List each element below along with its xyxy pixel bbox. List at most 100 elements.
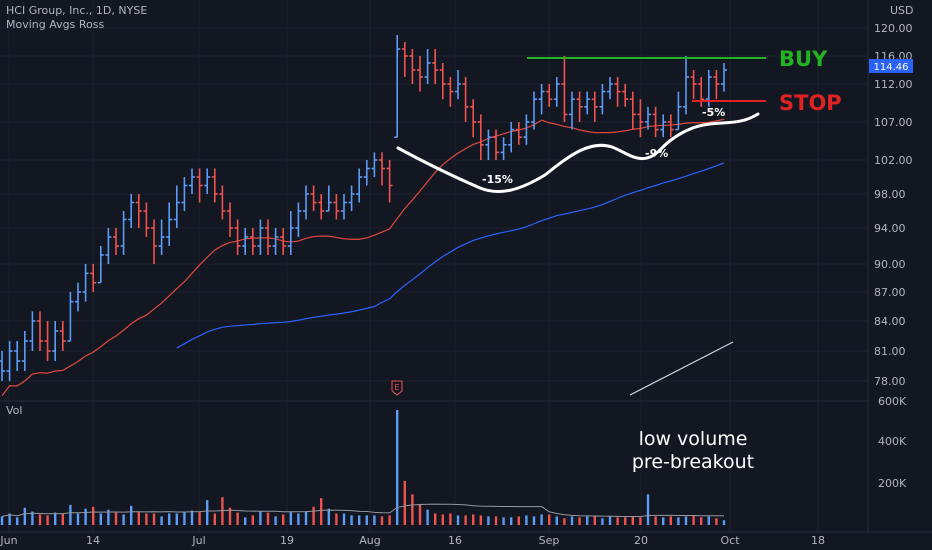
earnings-marker[interactable]: E [391,380,403,396]
volume-bars [0,410,726,525]
volume-bar [122,514,125,525]
volume-tick-label: 200K [878,477,907,490]
volume-bar [38,514,42,525]
price-bars [0,35,727,381]
volume-bar [221,497,224,525]
volume-bar [99,513,102,525]
volume-bar [130,505,133,525]
volume-bar [358,515,361,525]
volume-bar [456,515,460,525]
volume-bar [654,516,657,525]
volume-label: Vol [6,404,22,417]
time-tick-label: 14 [86,534,100,547]
volume-bar [289,511,292,525]
note-line-1: low volume [639,428,748,450]
volume-bar [418,503,422,525]
price-tick-label: 107.00 [874,116,913,129]
volume-ma-line [1,503,725,518]
volume-bar [441,514,444,525]
volume-bar [472,514,475,525]
volume-bar [145,513,148,525]
time-tick-label: 19 [280,534,294,547]
price-tick-label: 98.00 [874,188,906,201]
volume-bar [31,511,34,525]
volume-bar [373,515,376,525]
ma-white-line [629,341,734,396]
volume-bar [677,517,680,525]
currency-label: USD [890,4,914,17]
volume-bar [487,516,490,525]
volume-tick-label: 600K [878,395,907,408]
volume-bar [0,516,4,525]
volume-bar [434,513,437,525]
volume-bar [244,517,247,525]
volume-bar [152,513,156,525]
volume-bar [548,514,551,525]
volume-axis[interactable]: 600K 400K 200K [878,395,907,490]
volume-bar [502,517,505,525]
chart-title: HCI Group, Inc., 1D, NYSE [6,4,147,17]
volume-bar [251,515,254,525]
volume-bar [175,513,178,525]
volume-bar [692,515,695,525]
earnings-label: E [394,383,399,392]
pct-5-label: -5% [702,106,725,119]
price-tick-label: 120.00 [874,22,913,35]
volume-bar [388,515,391,525]
volume-bar [46,515,49,525]
volume-bar [563,518,566,525]
time-axis[interactable]: Jun 14 Jul 19 Aug 16 Sep 20 Oct 18 [0,534,825,547]
volume-bar [84,508,87,525]
price-tick-label: 112.00 [874,78,913,91]
volume-bar [624,517,627,525]
volume-bar [320,498,323,525]
price-axis[interactable]: 120.00116.00112.00107.00102.0098.0094.00… [874,22,913,388]
volume-bar [23,507,26,525]
volume-bar [494,516,498,525]
volume-bar [555,516,558,525]
volume-bar [274,516,277,525]
volume-bar [206,500,209,525]
ma-blue-line [176,162,725,349]
volume-bar [646,494,650,525]
volume-bar [669,516,672,525]
indicator-label: Moving Avgs Ross [6,18,104,31]
volume-bar [601,518,604,525]
price-tick-label: 94.00 [874,222,906,235]
volume-bar [137,511,140,525]
time-tick-label: Aug [359,534,380,547]
volume-bar [282,514,285,525]
volume-bar [213,513,216,525]
volume-bar [411,494,414,525]
volume-bar [168,513,171,525]
price-tick-label: 81.00 [874,345,906,358]
volume-bar [259,511,262,525]
volume-bar [631,516,634,525]
pct-15-label: -15% [482,173,513,186]
time-tick-label: Jul [191,534,205,547]
volume-bar [684,516,688,525]
volume-bar [715,518,718,525]
price-tick-label: 78.00 [874,375,906,388]
ma-red-line [1,118,725,397]
volume-bar [61,513,64,525]
volume-bar [312,506,315,525]
volume-bar [479,515,482,525]
volume-bar [662,517,665,525]
stop-label: STOP [779,91,842,115]
price-tick-label: 84.00 [874,315,906,328]
pct-9-label: -9% [645,147,668,160]
volume-bar [525,515,528,525]
volume-bar [593,515,596,525]
volume-bar [464,515,467,525]
volume-bar [722,520,726,525]
volume-bar [532,516,536,525]
volume-bar [707,516,710,525]
time-tick-label: Jun [0,534,18,547]
time-tick-label: 18 [811,534,825,547]
volume-bar [236,512,239,525]
volume-bar [92,506,95,525]
volume-bar [76,513,80,525]
volume-bar [297,513,300,525]
